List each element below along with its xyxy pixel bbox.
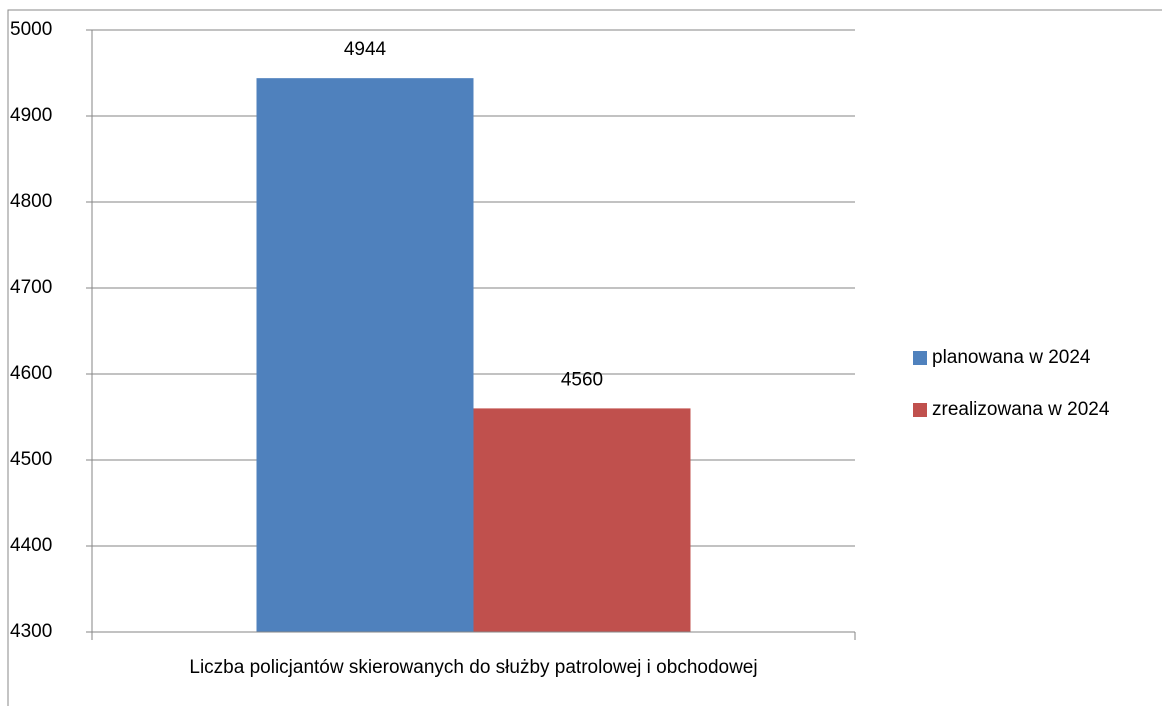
legend-swatch	[913, 351, 927, 365]
bar	[256, 78, 474, 632]
data-label: 4560	[561, 369, 603, 390]
bar	[473, 408, 691, 632]
x-tick-label: Liczba policjantów skierowanych do służb…	[189, 657, 757, 678]
y-tick-label: 4500	[10, 449, 52, 470]
legend-swatch	[913, 403, 927, 417]
chart-border	[7, 9, 1162, 706]
data-label: 4944	[344, 39, 387, 60]
legend-label: planowana w 2024	[932, 347, 1091, 368]
y-tick-label: 4800	[10, 191, 52, 212]
y-tick-label: 5000	[10, 19, 52, 40]
y-tick-label: 4400	[10, 535, 52, 556]
y-tick-label: 4700	[10, 277, 52, 298]
y-tick-label: 4900	[10, 105, 52, 126]
legend-label: zrealizowana w 2024	[932, 399, 1110, 420]
y-tick-label: 4300	[10, 621, 52, 642]
y-tick-label: 4600	[10, 363, 52, 384]
